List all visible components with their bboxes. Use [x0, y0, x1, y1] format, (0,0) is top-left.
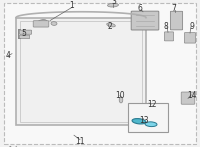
Ellipse shape [107, 23, 115, 27]
Ellipse shape [51, 22, 57, 25]
Ellipse shape [119, 97, 123, 103]
FancyBboxPatch shape [181, 92, 195, 104]
FancyBboxPatch shape [184, 33, 196, 43]
Ellipse shape [132, 119, 146, 124]
FancyBboxPatch shape [128, 103, 168, 132]
FancyBboxPatch shape [19, 30, 32, 34]
FancyBboxPatch shape [4, 3, 196, 144]
Text: 13: 13 [139, 116, 149, 125]
FancyBboxPatch shape [170, 11, 183, 30]
Text: 8: 8 [164, 22, 168, 31]
FancyBboxPatch shape [164, 32, 174, 41]
Ellipse shape [108, 3, 118, 7]
Text: 10: 10 [115, 91, 125, 100]
FancyBboxPatch shape [19, 35, 30, 39]
Text: 1: 1 [70, 1, 74, 10]
Text: 9: 9 [190, 22, 194, 31]
Text: 14: 14 [187, 91, 197, 100]
Ellipse shape [37, 20, 47, 24]
Text: 7: 7 [172, 4, 176, 13]
Text: 5: 5 [22, 29, 26, 38]
Text: 4: 4 [6, 51, 10, 60]
FancyBboxPatch shape [131, 11, 159, 30]
Text: 6: 6 [138, 4, 142, 13]
Ellipse shape [145, 122, 157, 127]
Polygon shape [16, 18, 146, 125]
Text: 3: 3 [112, 0, 116, 6]
FancyBboxPatch shape [33, 21, 49, 27]
Text: 11: 11 [75, 137, 85, 146]
Text: 2: 2 [108, 22, 112, 31]
Text: 12: 12 [147, 100, 157, 109]
